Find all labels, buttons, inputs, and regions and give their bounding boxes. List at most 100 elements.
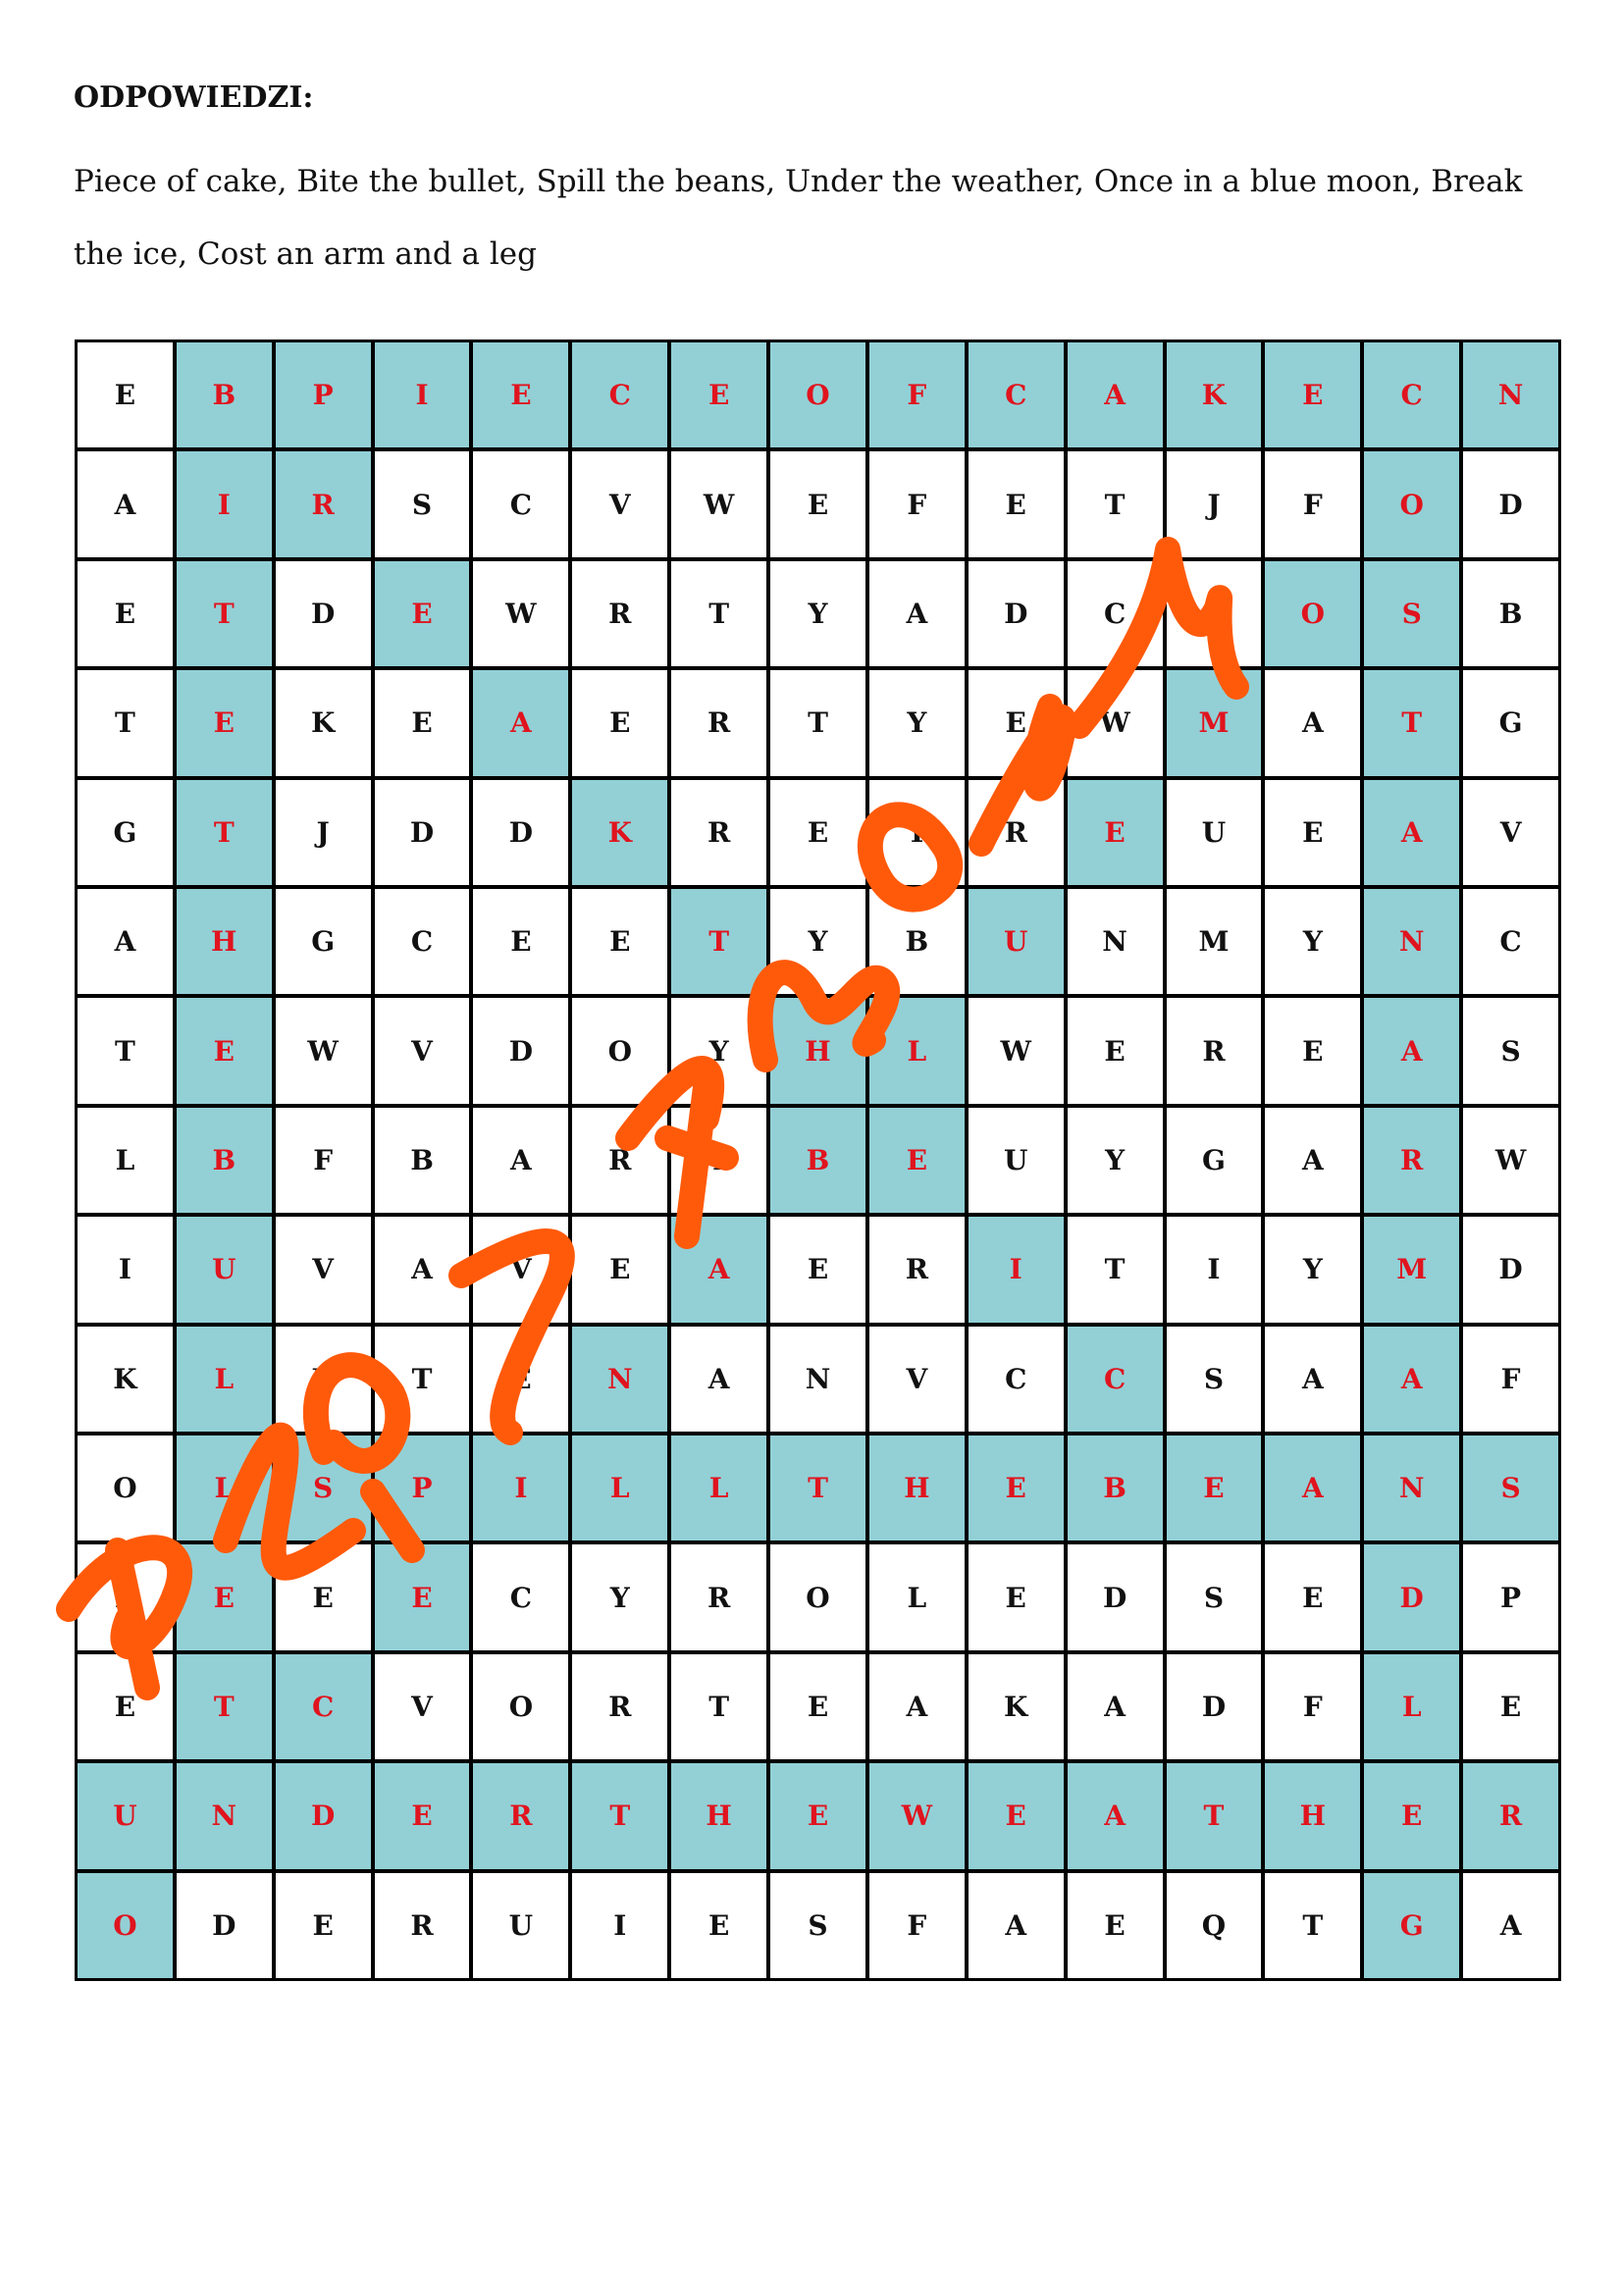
grid-cell: A	[868, 560, 965, 667]
grid-cell-highlighted: E	[770, 1763, 865, 1869]
grid-cell: O	[473, 1653, 569, 1760]
grid-cell: I	[1166, 1217, 1262, 1323]
grid-cell-highlighted: S	[1364, 560, 1460, 667]
grid-cell-highlighted: E	[868, 1107, 965, 1214]
grid-cell: E	[275, 1872, 371, 1978]
grid-cell-highlighted: T	[572, 1763, 668, 1869]
grid-cell-highlighted: N	[1463, 342, 1558, 448]
grid-cell: N	[1067, 889, 1163, 995]
grid-cell: G	[78, 779, 173, 885]
grid-cell-highlighted: U	[176, 1217, 272, 1323]
grid-cell: Y	[671, 998, 767, 1104]
grid-cell-highlighted: I	[176, 451, 272, 557]
grid-cell-highlighted: K	[572, 779, 668, 885]
grid-cell: E	[275, 1544, 371, 1650]
grid-cell-highlighted: E	[176, 998, 272, 1104]
grid-cell: R	[968, 779, 1064, 885]
grid-cell: D	[1067, 1544, 1163, 1650]
grid-cell: E	[572, 1217, 668, 1323]
grid-cell: B	[868, 889, 965, 995]
grid-cell-highlighted: M	[1166, 670, 1262, 776]
grid-cell-highlighted: C	[275, 1653, 371, 1760]
grid-cell: E	[1265, 779, 1361, 885]
grid-cell-highlighted: B	[770, 1107, 865, 1214]
grid-cell-highlighted: A	[1265, 1435, 1361, 1541]
grid-cell-highlighted: E	[968, 1763, 1064, 1869]
grid-cell: E	[671, 1872, 767, 1978]
grid-cell: Y	[1265, 889, 1361, 995]
grid-cell-highlighted: T	[770, 1435, 865, 1541]
grid-cell: V	[275, 1217, 371, 1323]
grid-cell: C	[473, 451, 569, 557]
grid-cell: W	[1067, 670, 1163, 776]
grid-cell: F	[868, 451, 965, 557]
grid-cell: O	[78, 1435, 173, 1541]
grid-cell: F	[868, 1872, 965, 1978]
grid-cell: E	[968, 670, 1064, 776]
grid-cell: K	[275, 670, 371, 776]
grid-cell: D	[968, 560, 1064, 667]
grid-cell-highlighted: O	[1364, 451, 1460, 557]
grid-cell-highlighted: L	[176, 1326, 272, 1432]
grid-cell: E	[968, 1544, 1064, 1650]
grid-cell: E	[770, 451, 865, 557]
grid-cell-highlighted: O	[770, 342, 865, 448]
grid-cell-highlighted: R	[1463, 1763, 1558, 1869]
grid-cell: R	[572, 1107, 668, 1214]
grid-cell: S	[1166, 1544, 1262, 1650]
grid-cell: N	[770, 1326, 865, 1432]
grid-cell: E	[78, 342, 173, 448]
grid-cell: F	[1265, 1653, 1361, 1760]
grid-cell: A	[1265, 670, 1361, 776]
grid-cell: D	[1166, 1653, 1262, 1760]
grid-cell: E	[473, 1326, 569, 1432]
grid-cell: G	[275, 889, 371, 995]
grid-cell: R	[868, 1217, 965, 1323]
grid-cell: Y	[770, 560, 865, 667]
grid-cell-highlighted: T	[176, 1653, 272, 1760]
grid-cell: G	[1463, 670, 1558, 776]
grid-cell-highlighted: H	[671, 1763, 767, 1869]
grid-cell: Y	[572, 1544, 668, 1650]
grid-cell-highlighted: R	[1364, 1107, 1460, 1214]
grid-cell: P	[1463, 1544, 1558, 1650]
grid-cell: Y	[770, 889, 865, 995]
grid-cell-highlighted: E	[671, 342, 767, 448]
grid-cell: V	[868, 1326, 965, 1432]
grid-cell-highlighted: O	[78, 1872, 173, 1978]
grid-cell: R	[572, 560, 668, 667]
grid-cell: E	[1067, 998, 1163, 1104]
grid-cell: M	[1166, 889, 1262, 995]
grid-cell-highlighted: D	[275, 1763, 371, 1869]
grid-cell: K	[78, 1326, 173, 1432]
grid-cell: R	[671, 779, 767, 885]
grid-cell-highlighted: R	[473, 1763, 569, 1869]
grid-cell: R	[374, 1872, 470, 1978]
grid-cell-highlighted: H	[1265, 1763, 1361, 1869]
grid-cell-highlighted: B	[176, 342, 272, 448]
grid-cell: D	[374, 779, 470, 885]
grid-cell: S	[1166, 1326, 1262, 1432]
grid-cell-highlighted: A	[1067, 342, 1163, 448]
grid-cell: V	[374, 998, 470, 1104]
grid-cell: D	[1463, 1217, 1558, 1323]
grid-cell-highlighted: L	[671, 1435, 767, 1541]
grid-cell: U	[1166, 779, 1262, 885]
grid-cell: A	[968, 1872, 1064, 1978]
grid-cell: A	[78, 451, 173, 557]
grid-cell-highlighted: P	[374, 1435, 470, 1541]
grid-cell-highlighted: N	[1364, 1435, 1460, 1541]
grid-cell-highlighted: E	[473, 342, 569, 448]
grid-cell-highlighted: K	[1166, 342, 1262, 448]
grid-cell-highlighted: L	[1364, 1653, 1460, 1760]
grid-cell-highlighted: A	[671, 1217, 767, 1323]
grid-cell: T	[671, 560, 767, 667]
grid-cell-highlighted: E	[1364, 1763, 1460, 1869]
grid-cell: W	[473, 560, 569, 667]
grid-cell: A	[1067, 1653, 1163, 1760]
grid-cell: O	[572, 998, 668, 1104]
grid-cell: D	[176, 1872, 272, 1978]
grid-cell: Q	[1166, 1872, 1262, 1978]
grid-cell: L	[868, 1544, 965, 1650]
grid-cell-highlighted: E	[176, 1544, 272, 1650]
